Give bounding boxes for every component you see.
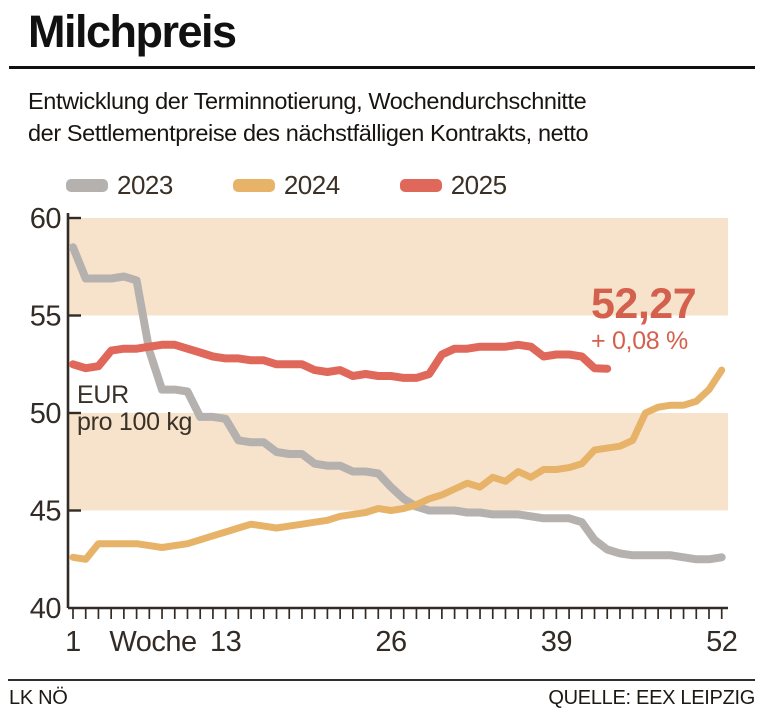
legend-item-2023: 2023 (66, 170, 173, 201)
series-line-2025 (69, 340, 612, 382)
axis-unit-line2: pro 100 kg (77, 408, 193, 436)
chart-subtitle: Entwicklung der Terminnotierung, Wochend… (28, 85, 589, 149)
source-label: QUELLE: EEX LEIPZIG (548, 687, 755, 709)
x-tick-label: 52 (706, 626, 737, 658)
y-tick-label: 60 (30, 203, 61, 235)
price-chart: 40 45 50 55 60 1 13 26 39 52 Woche (30, 203, 738, 658)
series-line-2024 (69, 366, 726, 563)
y-tick-label: 50 (30, 398, 61, 430)
legend-item-2024: 2024 (232, 170, 340, 201)
title-rule (9, 66, 755, 69)
series-line-2023 (69, 243, 726, 564)
latest-price-annotation: 52,27 + 0,08 % (591, 281, 753, 356)
latest-price-change: + 0,08 % (591, 327, 688, 355)
x-axis-label: Woche (109, 626, 196, 658)
legend-label-2024: 2024 (283, 170, 340, 200)
x-tick-label: 1 (65, 626, 81, 658)
chart-subtitle-line2: der Settlementpreise des nächstfälligen … (28, 120, 589, 146)
publisher-label: LK NÖ (9, 687, 68, 709)
x-tick-label: 39 (541, 626, 572, 658)
latest-price-value: 52,27 (591, 280, 697, 328)
axis-unit-label: EUR pro 100 kg (77, 382, 192, 436)
plot-band (68, 218, 728, 316)
legend-swatch-2023 (66, 179, 108, 192)
page-title: Milchpreis (28, 6, 237, 57)
legend-label-2023: 2023 (117, 170, 173, 200)
footer-rule (8, 679, 755, 681)
axis-unit-line1: EUR (77, 381, 129, 409)
legend-label-2025: 2025 (450, 170, 507, 200)
legend-swatch-2024 (232, 179, 275, 192)
x-tick-label: 26 (375, 626, 406, 658)
chart-subtitle-line1: Entwicklung der Terminnotierung, Wochend… (28, 88, 587, 114)
y-tick-label: 45 (30, 496, 61, 528)
x-tick-label: 13 (210, 626, 241, 658)
chart-legend: 2023 2024 2025 (66, 170, 507, 201)
legend-swatch-2025 (399, 179, 442, 192)
legend-item-2025: 2025 (399, 170, 507, 201)
y-tick-label: 55 (30, 301, 61, 333)
y-tick-label: 40 (30, 593, 61, 625)
